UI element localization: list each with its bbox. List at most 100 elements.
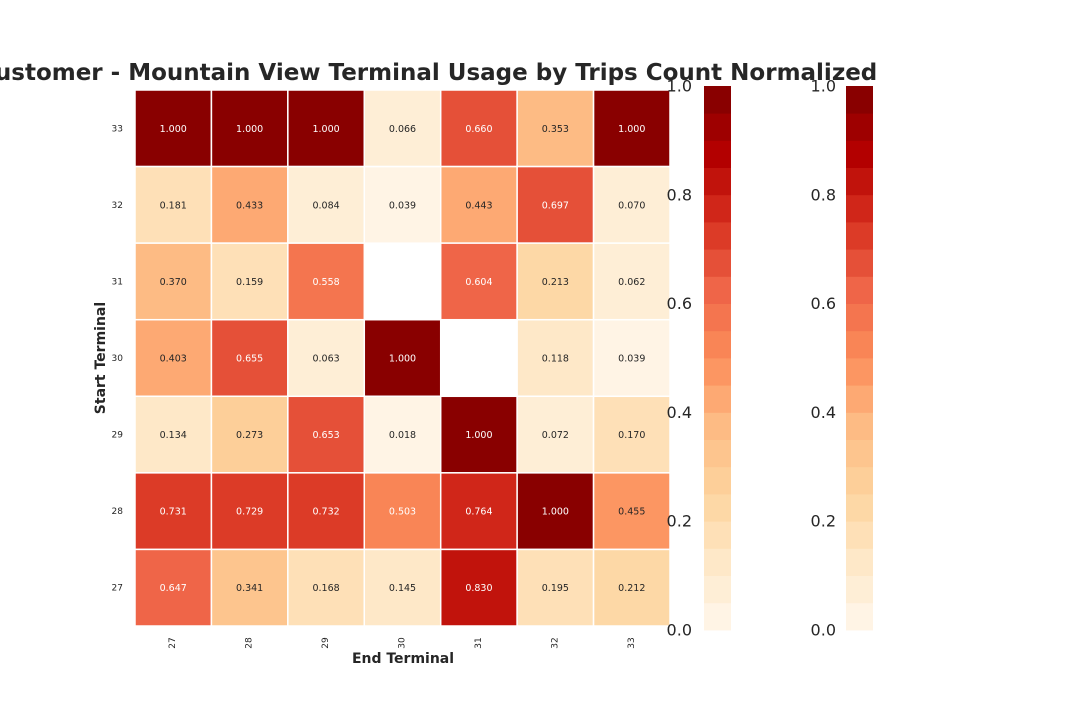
- cell-value-label: 0.403: [160, 354, 187, 365]
- colorbar-segment: [846, 385, 873, 413]
- heatmap-cell: [363, 318, 442, 398]
- colorbar-segment: [846, 303, 873, 332]
- cell-value-label: 0.145: [389, 583, 416, 594]
- heatmap-cell: [363, 472, 442, 551]
- colorbar-tick-label: 0.0: [811, 621, 836, 640]
- colorbar-tick-label: 0.8: [667, 185, 692, 204]
- colorbar-segment: [704, 575, 731, 604]
- cell-value-label: 0.558: [312, 277, 339, 288]
- heatmap-cell: [287, 89, 366, 168]
- colorbar-segment: [704, 249, 731, 277]
- heatmap-cell: [516, 242, 595, 321]
- y-tick-label: 28: [112, 507, 124, 517]
- heatmap-cell: [210, 318, 289, 398]
- cell-value-label: 0.062: [618, 277, 645, 288]
- cell-value-label: 1.000: [389, 354, 416, 365]
- colorbar-segment: [846, 575, 873, 604]
- x-tick-label: 32: [550, 637, 560, 648]
- x-tick-label: 29: [321, 637, 331, 649]
- cell-value-label: 0.731: [160, 507, 187, 518]
- heatmap-cell: [516, 89, 595, 168]
- cell-value-labels: 1.000 1.000 1.000 0.066 0.660 0.353 1.000 0.181…: [160, 124, 646, 594]
- colorbar-segment: [846, 439, 873, 468]
- cell-value-label: 0.070: [618, 200, 645, 211]
- colorbar-segment: [846, 548, 873, 576]
- heatmap-cell: [439, 242, 518, 321]
- x-tick-label: 30: [398, 637, 408, 649]
- colorbar-segment: [704, 276, 731, 304]
- heatmap-cell: [592, 242, 671, 321]
- cell-value-label: 0.604: [465, 277, 492, 288]
- heatmap-cell: [287, 165, 366, 244]
- heatmap-cell: [592, 548, 671, 627]
- cell-value-label: 0.764: [465, 507, 492, 518]
- colorbar-segment: [704, 602, 731, 631]
- colorbar-segment: [846, 330, 873, 359]
- colorbar-segment: [704, 303, 731, 332]
- colorbar-segment: [704, 439, 731, 468]
- cell-value-label: 0.503: [389, 507, 416, 518]
- heatmap-cell: [210, 548, 289, 627]
- cell-value-label: 0.660: [465, 124, 492, 135]
- cell-value-label: 0.433: [236, 200, 263, 211]
- cell-value-label: 0.370: [160, 277, 187, 288]
- cell-value-label: 1.000: [618, 124, 645, 135]
- cell-value-label: 1.000: [236, 124, 263, 135]
- cell-value-label: 0.273: [236, 430, 263, 441]
- colorbar-segment: [846, 412, 873, 440]
- colorbar-segment: [704, 222, 731, 250]
- colorbar-tick-label: 0.6: [811, 294, 836, 313]
- heatmap-cell: [592, 318, 671, 398]
- colorbar-tick-label: 0.2: [667, 512, 692, 531]
- colorbar-tick-label: 1.0: [667, 77, 692, 96]
- heatmap-cell: [210, 89, 289, 168]
- y-axis-label: Start Terminal: [93, 302, 109, 414]
- x-tick-label: 31: [474, 637, 484, 648]
- heatmap-cell: [592, 165, 671, 244]
- heatmap-cell: [134, 548, 213, 627]
- heatmap-cell: [516, 472, 595, 551]
- colorbar-segment: [846, 521, 873, 549]
- colorbar-segment: [846, 602, 873, 631]
- heatmap-cell: [516, 548, 595, 627]
- cell-value-label: 0.195: [542, 583, 569, 594]
- cell-value-label: 1.000: [312, 124, 339, 135]
- heatmap-cell: [287, 242, 366, 321]
- y-tick-label: 33: [112, 124, 123, 134]
- colorbar-segment: [846, 86, 873, 114]
- colorbar-segment: [704, 140, 731, 168]
- cell-value-label: 0.732: [312, 507, 339, 518]
- colorbar-segment: [704, 86, 731, 114]
- heatmap-cell: [134, 318, 213, 398]
- y-tick-label: 30: [112, 354, 124, 364]
- heatmap-cell: [287, 395, 366, 474]
- cell-value-label: 0.213: [542, 277, 569, 288]
- x-tick-label: 27: [168, 637, 178, 648]
- chart-title-wrap: Customer - Mountain View Terminal Usage …: [0, 60, 877, 86]
- heatmap-cell: [287, 548, 366, 627]
- heatmap-cells: [134, 89, 671, 627]
- chart-title: Customer - Mountain View Terminal Usage …: [0, 60, 878, 86]
- cell-value-label: 0.181: [160, 200, 187, 211]
- heatmap-cell: [592, 395, 671, 474]
- colorbar-segment: [704, 494, 731, 522]
- cell-value-label: 0.647: [160, 583, 187, 594]
- colorbar-2: 0.0 0.2 0.4 0.6 0.8 1.0: [811, 77, 873, 640]
- cell-value-label: 0.159: [236, 277, 263, 288]
- cell-value-label: 0.072: [542, 430, 569, 441]
- y-tick-label: 31: [112, 277, 123, 287]
- y-tick-label: 32: [112, 201, 123, 211]
- x-axis-ticks: 27 28 29 30 31 32 33: [168, 637, 637, 649]
- colorbar-tick-label: 0.8: [811, 185, 836, 204]
- x-axis-label: End Terminal: [352, 651, 454, 667]
- cell-value-label: 0.170: [618, 430, 645, 441]
- cell-value-label: 0.653: [312, 430, 339, 441]
- cell-value-label: 0.084: [312, 200, 339, 211]
- colorbar-segment: [704, 548, 731, 576]
- y-tick-label: 27: [112, 584, 123, 594]
- colorbar-1: 0.0 0.2 0.4 0.6 0.8 1.0: [667, 77, 731, 640]
- heatmap-cell: [287, 472, 366, 551]
- x-tick-label: 33: [627, 637, 637, 648]
- cell-value-label: 0.066: [389, 124, 416, 135]
